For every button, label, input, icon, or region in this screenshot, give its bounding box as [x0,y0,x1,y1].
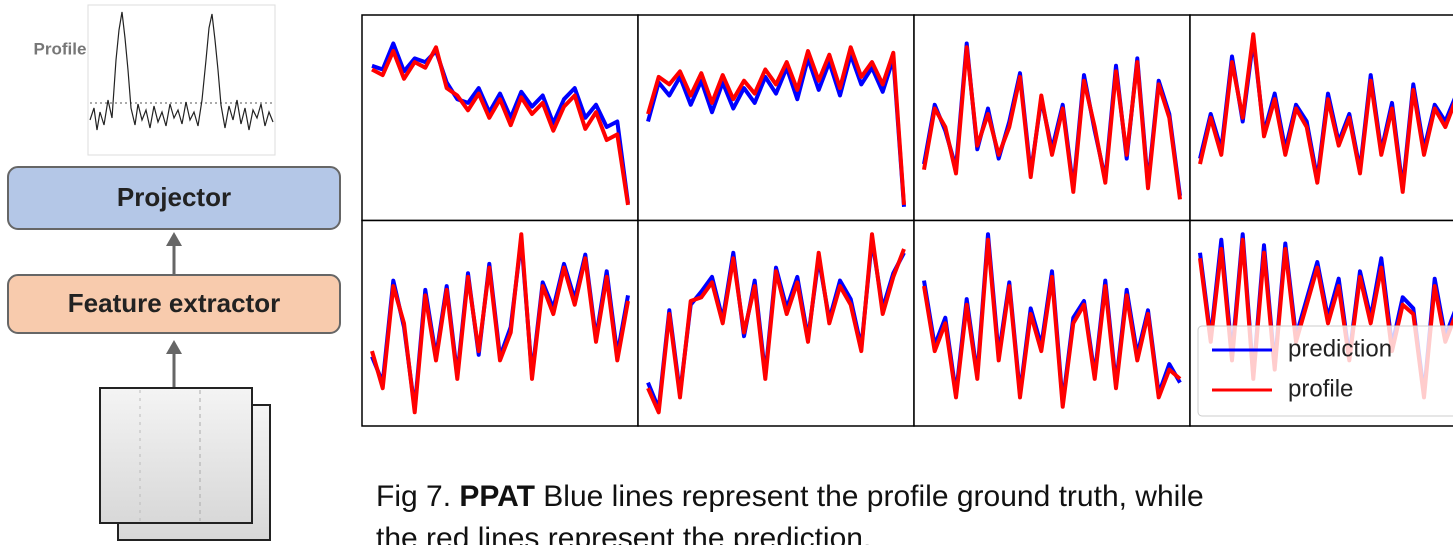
caption-label: Fig 7. [376,480,451,513]
image-front [100,388,252,523]
feature-extractor-label: Feature extractor [68,288,280,318]
caption-text: the red lines represent the prediction. [376,522,871,545]
caption-line: Fig 7. PPAT Blue lines represent the pro… [376,476,1453,518]
figure: Profile Projector Feature extractor pred… [0,0,1453,545]
profile-label: Profile [34,39,87,58]
arrow-head [166,340,182,354]
caption: Fig 7. PPAT Blue lines represent the pro… [376,476,1453,545]
legend-label: prediction [1288,335,1392,362]
panel-frame [1190,15,1453,221]
panel-frame [638,15,914,221]
projector-label: Projector [117,182,231,212]
figure-canvas: Profile Projector Feature extractor pred… [0,0,1453,545]
profile-frame [88,5,275,155]
caption-line: the red lines represent the prediction. [376,518,1453,545]
legend-label: profile [1288,375,1353,402]
arrow-head [166,232,182,246]
caption-text: Blue lines represent the profile ground … [543,480,1203,513]
caption-emphasis: PPAT [459,480,535,513]
